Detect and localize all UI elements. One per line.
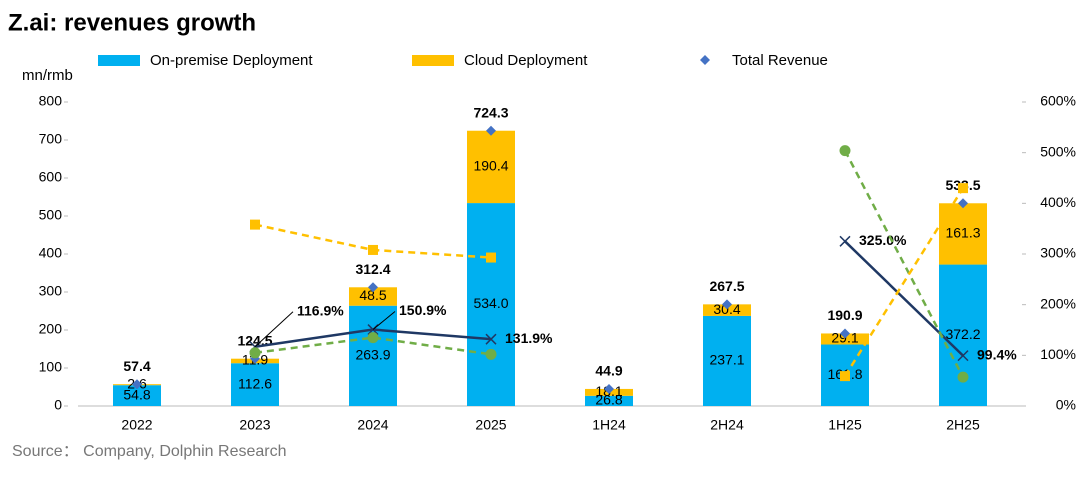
growth-marker: [486, 252, 496, 263]
growth-marker: [368, 244, 378, 255]
y2-tick-label: 400%: [1040, 194, 1076, 210]
growth-marker: [367, 332, 379, 344]
legend-label: Total Revenue: [732, 52, 828, 69]
legend-label: Cloud Deployment: [464, 52, 588, 69]
x-tick-label: 2024: [357, 417, 388, 433]
growth-marker: [957, 371, 969, 383]
growth-marker: [485, 348, 497, 360]
growth-label: 116.9%: [297, 302, 344, 318]
growth-marker: [250, 219, 260, 230]
total-label: 57.4: [123, 358, 150, 374]
leader-line: [254, 311, 294, 348]
bar-segment: [703, 315, 751, 406]
x-tick-label: 2H24: [710, 417, 744, 433]
total-marker: [722, 299, 732, 310]
y-tick-label: 800: [39, 93, 63, 109]
legend-label: On-premise Deployment: [150, 52, 313, 69]
total-label: 724.3: [473, 104, 508, 120]
legend-swatch: [700, 55, 710, 65]
y-tick-label: 500: [39, 207, 63, 223]
y-tick-label: 100: [39, 359, 63, 375]
total-label: 312.4: [355, 261, 390, 277]
y2-tick-label: 600%: [1040, 93, 1076, 109]
total-label: 44.9: [595, 363, 622, 379]
x-tick-label: 1H24: [592, 417, 626, 433]
total-marker: [604, 383, 614, 394]
bar-segment: [467, 203, 515, 406]
growth-label: 131.9%: [505, 330, 553, 346]
leader-line: [372, 311, 396, 330]
total-label: 190.9: [827, 307, 862, 323]
bar-segment: [231, 363, 279, 406]
total-marker: [486, 125, 496, 136]
y2-tick-label: 500%: [1040, 143, 1076, 159]
bar-value-label: 48.5: [359, 287, 386, 303]
y-axis-label: mn/rmb: [22, 67, 73, 84]
bar-value-label: 26.8: [595, 392, 622, 408]
growth-line: [844, 240, 964, 357]
bar-segment: [467, 130, 515, 204]
y-tick-label: 700: [39, 131, 63, 147]
total-label: 267.5: [709, 278, 744, 294]
bar-value-label: 161.3: [945, 225, 980, 241]
y-tick-label: 600: [39, 169, 63, 185]
bar-value-label: 190.4: [473, 158, 508, 174]
growth-marker: [249, 347, 261, 359]
growth-marker: [840, 371, 850, 382]
growth-line: [843, 150, 965, 378]
y2-tick-label: 0%: [1056, 397, 1076, 413]
x-tick-label: 2H25: [946, 417, 980, 433]
growth-label: 150.9%: [399, 302, 447, 318]
bar-segment: [821, 333, 869, 345]
bar-value-label: 534.0: [473, 295, 508, 311]
y-tick-label: 300: [39, 283, 63, 299]
x-tick-label: 2022: [121, 417, 152, 433]
total-marker: [368, 282, 378, 293]
bar-value-label: 237.1: [709, 352, 744, 368]
source: Source： Company, Dolphin Research: [12, 443, 287, 460]
bar-segment: [585, 395, 633, 406]
growth-marker: [958, 183, 968, 194]
chart-title: Z.ai: revenues growth: [8, 9, 256, 36]
y-tick-label: 400: [39, 245, 63, 261]
y2-tick-label: 100%: [1040, 346, 1076, 362]
growth-line: [843, 187, 965, 377]
growth-marker: [839, 145, 851, 157]
growth-marker: [485, 333, 497, 345]
growth-marker: [957, 350, 969, 362]
bar-value-label: 112.6: [238, 375, 272, 391]
y2-tick-label: 300%: [1040, 245, 1076, 261]
legend-swatch: [98, 55, 140, 66]
growth-label: 99.4%: [977, 346, 1017, 362]
total-marker: [132, 379, 142, 390]
bar-segment: [113, 385, 161, 406]
total-marker: [958, 198, 968, 209]
bar-value-label: 372.2: [945, 326, 980, 342]
y2-tick-label: 200%: [1040, 295, 1076, 311]
x-tick-label: 2023: [239, 417, 270, 433]
bar-value-label: 263.9: [355, 347, 390, 363]
bar-value-label: 54.8: [123, 386, 150, 402]
y-tick-label: 200: [39, 321, 63, 337]
x-tick-label: 2025: [475, 417, 506, 433]
growth-label: 325.0%: [859, 232, 907, 248]
bar-segment: [349, 287, 397, 306]
bar-segment: [703, 304, 751, 316]
growth-line: [254, 336, 492, 356]
bar-segment: [349, 305, 397, 406]
legend-swatch: [412, 55, 454, 66]
x-tick-label: 1H25: [828, 417, 862, 433]
total-marker: [840, 328, 850, 339]
bar-segment: [939, 203, 987, 265]
y-tick-label: 0: [54, 397, 62, 413]
growth-marker: [839, 235, 851, 247]
